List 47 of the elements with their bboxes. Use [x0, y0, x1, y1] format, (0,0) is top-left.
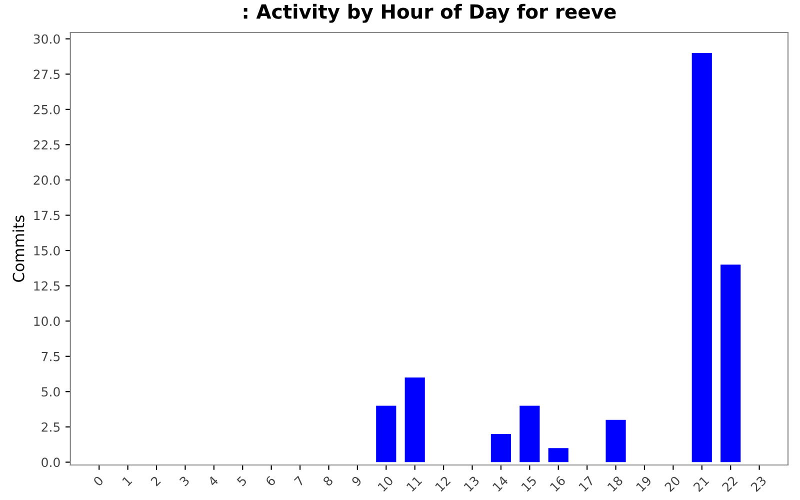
y-tick-label: 17.5	[34, 210, 60, 220]
y-tick-label: 5.0	[42, 387, 60, 397]
bar	[520, 406, 540, 462]
x-tick-label: 9	[351, 476, 362, 487]
y-tick-label: 0.0	[42, 458, 60, 468]
x-tick-label: 5	[236, 476, 248, 487]
x-tick-label: 0	[92, 475, 104, 487]
y-tick-label: 2.5	[42, 422, 60, 432]
y-tick-label: 10.0	[34, 316, 60, 326]
y-tick-label: 27.5	[34, 70, 60, 80]
x-tick-label: 14	[492, 475, 509, 492]
x-tick-label: 15	[521, 476, 538, 492]
x-tick-label: 19	[636, 476, 652, 492]
x-tick-label: 4	[208, 475, 219, 487]
y-tick-label: 30.0	[34, 34, 60, 44]
x-tick-label: 3	[178, 476, 190, 487]
x-tick-label: 16	[550, 475, 566, 492]
x-tick-label: 6	[265, 475, 276, 487]
bar	[606, 420, 626, 462]
y-tick-label: 12.5	[34, 281, 60, 291]
x-tick-label: 12	[434, 476, 451, 492]
x-tick-label: 20	[664, 475, 681, 492]
x-tick-label: 1	[122, 476, 132, 486]
bar	[404, 378, 425, 462]
x-tick-label: 10	[377, 475, 394, 492]
bar	[548, 448, 568, 462]
x-tick-label: 21	[692, 476, 710, 492]
y-tick-label: 15.0	[34, 246, 60, 256]
x-tick-label: 22	[721, 476, 738, 492]
x-tick-label: 8	[322, 475, 334, 487]
y-tick-label: 25.0	[34, 104, 60, 114]
bar	[720, 264, 741, 462]
y-tick-label: 22.5	[34, 140, 60, 150]
y-axis-title: Commits	[12, 216, 24, 282]
x-tick-label: 2	[150, 476, 161, 486]
bar	[490, 434, 512, 462]
x-tick-label: 17	[578, 476, 594, 492]
bar	[692, 52, 712, 462]
x-tick-label: 18	[607, 475, 624, 492]
x-tick-label: 11	[406, 476, 422, 492]
x-tick-label: 23	[750, 476, 767, 492]
x-tick-label: 7	[294, 476, 305, 486]
bar	[376, 406, 396, 462]
y-tick-label: 20.0	[34, 175, 60, 185]
chart-title: : Activity by Hour of Day for reeve	[244, 4, 616, 23]
y-tick-label: 7.5	[42, 352, 60, 362]
x-tick-label: 13	[463, 476, 480, 492]
